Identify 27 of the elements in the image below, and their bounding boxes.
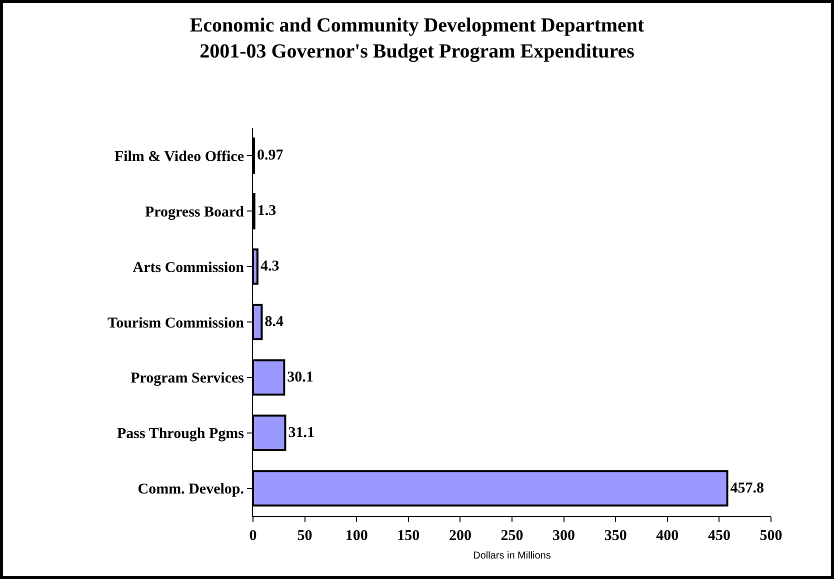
x-axis-title: Dollars in Millions: [473, 550, 551, 562]
chart-title: Economic and Community Development Department 2001-03 Governor's Budget Program Expenditures: [190, 14, 645, 63]
x-tick-label: 400: [656, 528, 679, 544]
x-tick-label: 500: [760, 528, 782, 544]
x-tick-label: 250: [500, 528, 524, 544]
x-tick-label: 200: [448, 528, 472, 544]
data-label: 30.1: [287, 369, 314, 386]
x-tick-label: 50: [297, 528, 312, 544]
y-tick-label: Pass Through Pgms: [117, 426, 244, 442]
x-tick-label: 0: [249, 528, 257, 544]
data-label: 457.8: [730, 480, 764, 496]
y-tick-label: Film & Video Office: [114, 148, 244, 165]
x-tick-label: 350: [604, 528, 627, 544]
x-tick-label: 150: [397, 528, 420, 544]
data-label: 1.3: [257, 203, 276, 220]
y-tick-label: Program Services: [130, 370, 244, 387]
data-label: 8.4: [264, 314, 284, 330]
x-tick-label: 300: [552, 528, 576, 544]
y-tick-label: Progress Board: [144, 204, 245, 220]
data-label: 4.3: [260, 258, 280, 275]
x-tick-label: 450: [708, 528, 730, 544]
data-label: 0.97: [257, 148, 284, 164]
x-tick-label: 100: [345, 528, 368, 544]
y-tick-label: Arts Commission: [132, 260, 245, 276]
y-tick-label: Tourism Commission: [107, 315, 245, 332]
data-label: 31.1: [288, 424, 314, 441]
y-tick-label: Comm. Develop.: [138, 482, 244, 498]
